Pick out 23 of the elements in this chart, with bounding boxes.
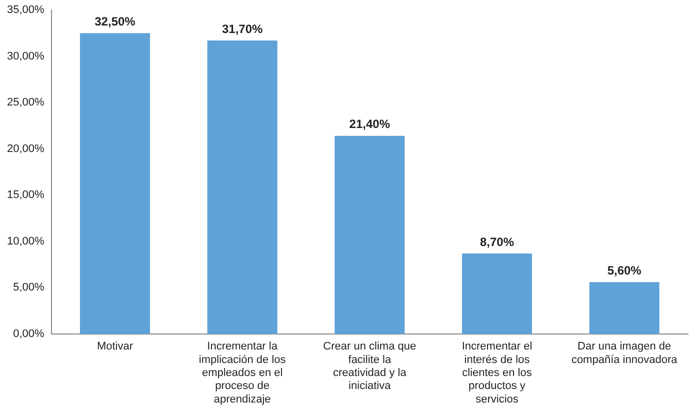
- x-tick-label: Incrementar la implicación de los empleados en el proceso de aprendizaje: [198, 340, 286, 406]
- x-tick-label: Incrementar el interés de los clientes en los productos y servicios: [462, 340, 532, 406]
- bar: [334, 136, 405, 334]
- y-tick-label: 30,00%: [6, 50, 45, 62]
- y-tick-label: 0,00%: [13, 328, 45, 340]
- bar: [207, 40, 278, 334]
- y-tick-label: 10,00%: [6, 235, 45, 248]
- bar: [80, 33, 150, 334]
- data-label: 8,70%: [480, 234, 514, 249]
- data-label: 32,50%: [94, 14, 136, 28]
- data-label: 31,70%: [222, 22, 263, 36]
- x-tick-label: Dar una imagen de compañía innovadora: [571, 340, 678, 366]
- y-tick-label: 35,00%: [6, 4, 45, 16]
- bar: [589, 282, 660, 334]
- y-tick-label: 5,00%: [13, 282, 45, 294]
- bar: [462, 253, 532, 334]
- x-tick-label: Motivar: [96, 340, 134, 353]
- x-tick-label: Crear un clima que facilite la creatividad y la iniciativa: [323, 340, 416, 392]
- y-tick-label: 20,00%: [6, 142, 45, 155]
- y-tick-label: 15,00%: [6, 189, 45, 202]
- data-label: 21,40%: [349, 117, 390, 132]
- y-tick-label: 25,00%: [6, 96, 45, 109]
- data-label: 5,60%: [607, 263, 642, 278]
